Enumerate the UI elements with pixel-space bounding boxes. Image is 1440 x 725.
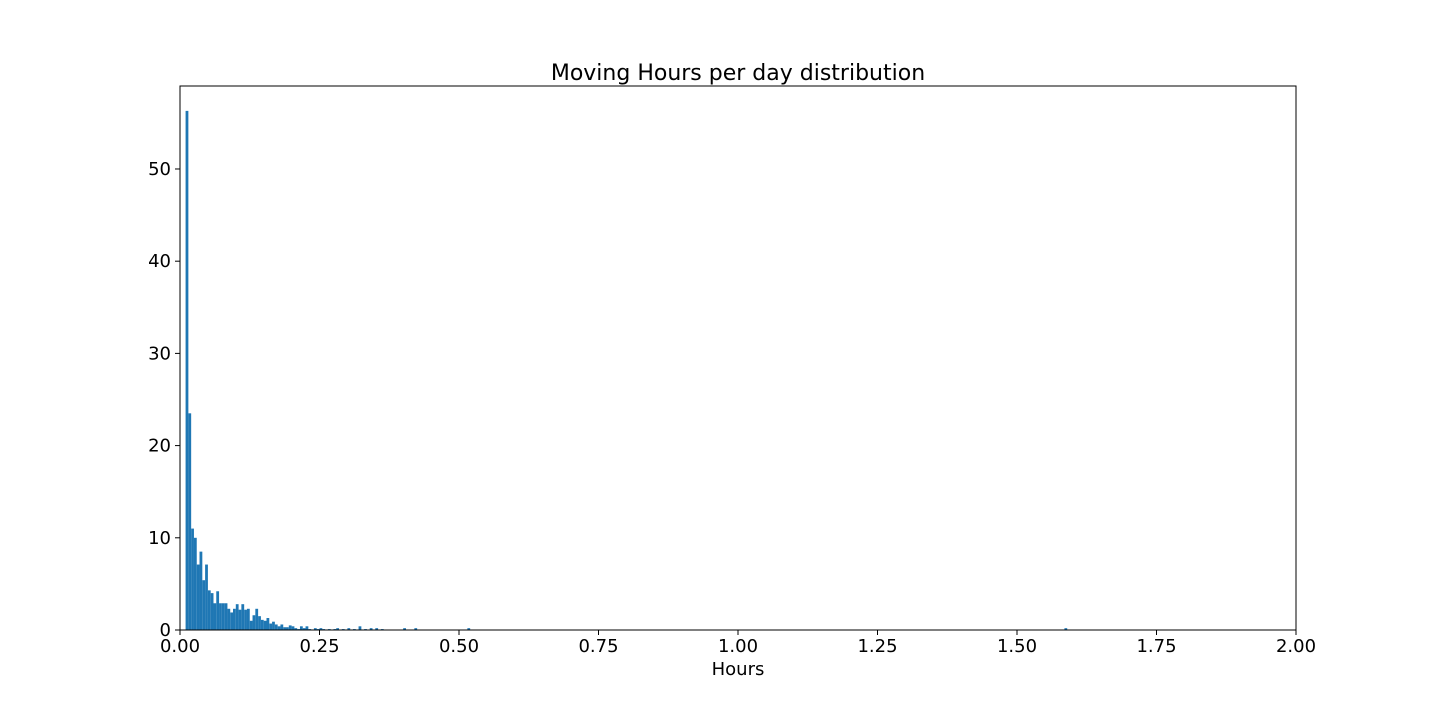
histogram-bar-57 <box>369 628 373 630</box>
x-tick-label-5: 1.25 <box>857 636 897 657</box>
histogram-bar-24 <box>252 615 256 630</box>
histogram-bar-18 <box>235 604 239 630</box>
y-tick-label-5: 50 <box>148 159 171 180</box>
x-tick-label-8: 2.00 <box>1276 636 1316 657</box>
histogram-bar-0 <box>185 110 189 630</box>
y-tick-label-1: 10 <box>148 528 171 549</box>
histogram-bar-25 <box>255 608 259 630</box>
histogram-bar-13 <box>221 603 225 630</box>
histogram-bar-27 <box>260 619 264 630</box>
bars-group <box>185 110 1068 630</box>
histogram-bar-36 <box>286 627 289 630</box>
histogram-bar-58 <box>375 628 379 630</box>
x-tick-label-4: 1.00 <box>718 636 758 657</box>
histogram-bar-28 <box>263 620 267 630</box>
histogram-bar-37 <box>288 625 292 630</box>
x-tick-label-0: 0.00 <box>160 636 200 657</box>
histogram-bar-22 <box>246 608 250 630</box>
histogram-bar-47 <box>319 628 323 630</box>
histogram-bar-62 <box>467 628 471 630</box>
histogram-bar-41 <box>299 626 303 630</box>
x-tick-label-6: 1.50 <box>997 636 1037 657</box>
x-axis: 0.00 0.25 0.50 0.75 1.00 1.25 1.50 1.75 2.00 <box>160 630 1316 657</box>
histogram-bar-9 <box>210 593 214 630</box>
histogram-bar-16 <box>230 612 234 630</box>
histogram-bar-60 <box>403 628 406 630</box>
histogram-bar-17 <box>233 608 236 630</box>
histogram-bar-53 <box>347 628 351 630</box>
x-tick-label-1: 0.25 <box>299 636 339 657</box>
histogram-bar-61 <box>414 628 418 630</box>
histogram-bar-32 <box>274 624 278 630</box>
histogram-bar-42 <box>302 628 306 630</box>
histogram-bar-4 <box>196 564 200 630</box>
histogram-bar-34 <box>280 624 284 630</box>
histogram-bar-63 <box>1064 628 1068 630</box>
histogram-bar-8 <box>207 590 211 630</box>
histogram-bar-43 <box>305 626 309 630</box>
histogram-bar-7 <box>205 564 208 630</box>
histogram-bar-15 <box>227 608 231 630</box>
histogram-bar-1 <box>188 413 192 630</box>
x-axis-label: Hours <box>712 659 765 680</box>
histogram-bar-3 <box>193 537 197 630</box>
histogram-bar-35 <box>283 627 287 630</box>
histogram-bar-30 <box>269 623 273 630</box>
x-tick-label-2: 0.50 <box>439 636 479 657</box>
y-tick-label-2: 20 <box>148 436 171 457</box>
histogram-bar-29 <box>266 618 270 630</box>
y-tick-label-0: 0 <box>160 620 171 641</box>
histogram-bar-45 <box>313 628 317 630</box>
x-tick-label-7: 1.75 <box>1136 636 1176 657</box>
histogram-bar-55 <box>358 626 362 630</box>
histogram-bar-39 <box>294 628 298 630</box>
x-tick-label-3: 0.75 <box>578 636 618 657</box>
histogram-bar-26 <box>258 616 261 630</box>
histogram-bar-5 <box>199 551 203 630</box>
histogram-bar-12 <box>219 603 222 630</box>
histogram-bar-20 <box>241 604 245 630</box>
histogram-bar-31 <box>272 621 275 630</box>
plot-frame <box>179 85 1297 631</box>
histogram-bar-23 <box>249 620 253 630</box>
y-tick-label-4: 40 <box>148 251 171 272</box>
histogram-bar-21 <box>244 609 247 630</box>
histogram-bar-10 <box>213 603 217 630</box>
histogram-bar-19 <box>238 609 242 630</box>
histogram-bar-11 <box>216 591 220 630</box>
histogram-bar-14 <box>224 603 228 630</box>
histogram-bar-38 <box>291 626 295 630</box>
chart-title: Moving Hours per day distribution <box>551 61 925 86</box>
y-axis: 0 10 20 30 40 50 <box>148 159 180 641</box>
histogram-bar-33 <box>277 626 281 630</box>
y-tick-label-3: 30 <box>148 343 171 364</box>
histogram-bar-6 <box>202 580 206 630</box>
histogram-bar-51 <box>336 628 340 630</box>
histogram-bar-2 <box>191 528 194 630</box>
